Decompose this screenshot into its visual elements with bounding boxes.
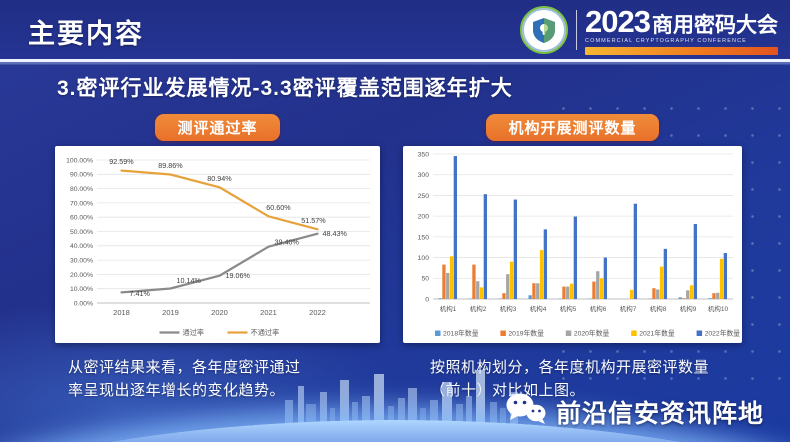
pass-rate-line-chart: 0.00% 10.00% 20.00% 30.00% 40.00% 50.00% 60.00… [66, 157, 370, 337]
logo-banner-strip [585, 46, 778, 55]
svg-text:90.00%: 90.00% [70, 172, 93, 179]
svg-text:机构8: 机构8 [650, 304, 667, 313]
svg-text:2021: 2021 [260, 308, 277, 317]
svg-text:机构10: 机构10 [708, 304, 729, 313]
slide-title: 3.密评行业发展情况-3.3密评覆盖范围逐年扩大 [57, 77, 513, 100]
svg-text:0.00%: 0.00% [74, 300, 93, 307]
wechat-icon [505, 392, 547, 431]
svg-text:不通过率: 不通过率 [251, 328, 280, 337]
svg-text:19.06%: 19.06% [226, 271, 251, 280]
svg-text:20.00%: 20.00% [70, 272, 93, 279]
svg-text:100: 100 [418, 255, 430, 262]
svg-text:2020: 2020 [211, 308, 228, 317]
watermark: 前沿信安资讯阵地 [505, 392, 764, 431]
svg-text:60.00%: 60.00% [70, 215, 93, 222]
header-divider-line [0, 59, 790, 62]
logo-title: 2023 商用密码大会 [585, 6, 778, 37]
page-title: 主要内容 [28, 19, 144, 49]
svg-text:2018年数量: 2018年数量 [443, 328, 479, 337]
logo-name: 商用密码大会 [652, 14, 778, 37]
conference-logo: 2023 商用密码大会 COMMERCIAL CRYPTOGRAPHY CONF… [520, 6, 778, 55]
svg-text:2022: 2022 [309, 308, 326, 317]
svg-text:150: 150 [418, 234, 430, 241]
svg-text:机构9: 机构9 [680, 304, 697, 313]
svg-text:70.00%: 70.00% [70, 200, 93, 207]
svg-text:2019: 2019 [162, 308, 179, 317]
svg-text:机构6: 机构6 [590, 304, 607, 313]
svg-text:机构5: 机构5 [560, 304, 577, 313]
logo-year: 2023 [585, 4, 651, 39]
svg-text:50.00%: 50.00% [70, 229, 93, 236]
svg-text:40.00%: 40.00% [70, 243, 93, 250]
svg-text:2019年数量: 2019年数量 [508, 328, 544, 337]
svg-text:100.00%: 100.00% [66, 157, 93, 164]
logo-text: 2023 商用密码大会 COMMERCIAL CRYPTOGRAPHY CONF… [585, 6, 778, 55]
svg-text:50: 50 [421, 276, 429, 283]
pass-rate-section: 测评通过率 0.00% 10.00% 20.00% 30.00% 40.00% 50.00… [55, 114, 380, 343]
svg-text:80.94%: 80.94% [207, 174, 232, 183]
svg-text:250: 250 [418, 193, 430, 200]
conference-emblem-icon [520, 6, 569, 55]
svg-text:89.86%: 89.86% [158, 161, 183, 170]
svg-text:51.57%: 51.57% [301, 216, 326, 225]
svg-text:0: 0 [425, 296, 429, 303]
svg-text:机构2: 机构2 [470, 304, 487, 313]
svg-text:92.59%: 92.59% [109, 157, 134, 166]
svg-text:2021年数量: 2021年数量 [639, 328, 675, 337]
org-count-badge: 机构开展测评数量 [486, 114, 659, 141]
pass-rate-caption: 从密评结果来看，各年度密评通过率呈现出逐年增长的变化趋势。 [68, 359, 301, 400]
logo-divider [576, 10, 578, 51]
pass-rate-badge: 测评通过率 [155, 114, 280, 141]
svg-text:机构4: 机构4 [530, 304, 547, 313]
svg-text:48.43%: 48.43% [323, 229, 348, 238]
svg-text:80.00%: 80.00% [70, 186, 93, 193]
svg-text:350: 350 [418, 151, 430, 158]
svg-text:2020年数量: 2020年数量 [574, 328, 610, 337]
org-count-bar-chart: 0 50 100 150 200 250 300 350 机构1 机构2 机构3 机构4 机构5 机构6 机… [418, 151, 741, 337]
pass-rate-chart-panel: 0.00% 10.00% 20.00% 30.00% 40.00% 50.00% 60.00… [55, 146, 380, 343]
svg-text:10.00%: 10.00% [70, 286, 93, 293]
svg-text:通过率: 通过率 [183, 328, 205, 337]
svg-text:机构3: 机构3 [500, 304, 517, 313]
svg-text:7.41%: 7.41% [130, 289, 151, 298]
org-count-chart-panel: 0 50 100 150 200 250 300 350 机构1 机构2 机构3 机构4 机构5 机构6 机… [403, 146, 742, 343]
watermark-text: 前沿信安资讯阵地 [555, 399, 764, 428]
svg-text:机构1: 机构1 [440, 304, 457, 313]
svg-text:机构7: 机构7 [620, 304, 637, 313]
svg-text:10.14%: 10.14% [177, 276, 202, 285]
svg-text:200: 200 [418, 214, 430, 221]
logo-subtitle: COMMERCIAL CRYPTOGRAPHY CONFERENCE [585, 38, 747, 44]
svg-text:30.00%: 30.00% [70, 258, 93, 265]
svg-text:39.40%: 39.40% [275, 238, 300, 247]
svg-text:2022年数量: 2022年数量 [705, 328, 741, 337]
svg-text:2018: 2018 [113, 308, 130, 317]
svg-text:60.60%: 60.60% [266, 203, 291, 212]
org-count-section: 机构开展测评数量 0 50 100 150 200 250 300 350 机构1 机构2 机构3 机… [403, 114, 742, 343]
svg-text:300: 300 [418, 172, 430, 179]
